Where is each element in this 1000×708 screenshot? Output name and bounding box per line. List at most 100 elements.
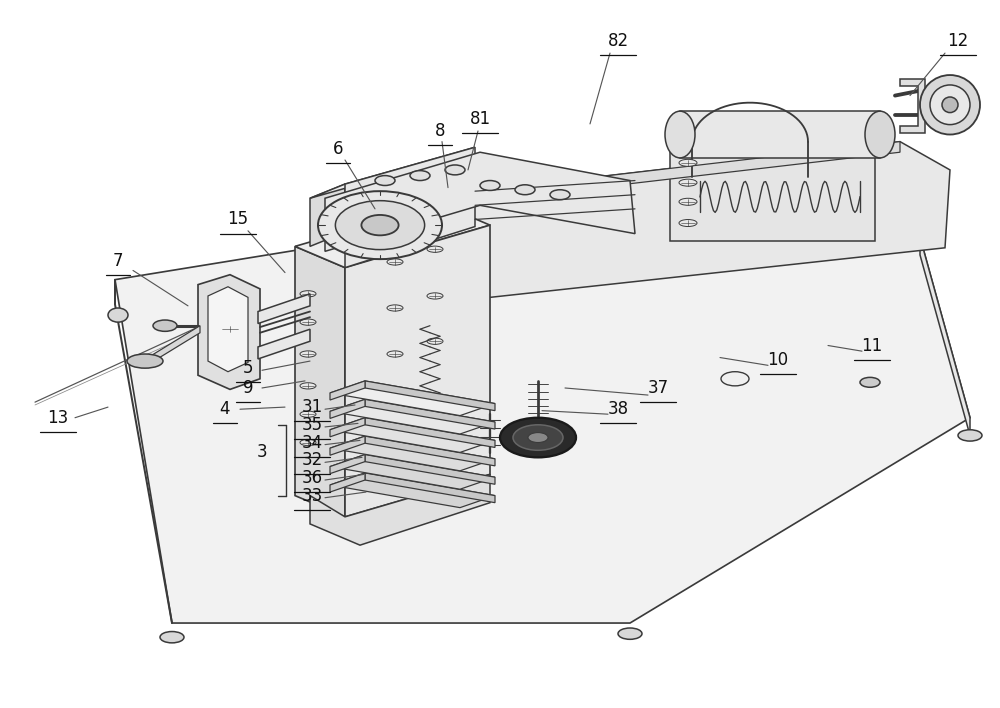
Text: 34: 34 (301, 433, 323, 452)
Ellipse shape (318, 191, 442, 259)
Ellipse shape (515, 185, 535, 195)
Polygon shape (330, 399, 495, 434)
Text: 8: 8 (435, 122, 445, 140)
Ellipse shape (942, 97, 958, 113)
Text: 81: 81 (469, 110, 491, 128)
Polygon shape (310, 184, 345, 246)
Ellipse shape (220, 326, 240, 333)
Ellipse shape (375, 176, 395, 185)
Polygon shape (330, 418, 495, 452)
Ellipse shape (387, 305, 403, 311)
Ellipse shape (387, 259, 403, 265)
Ellipse shape (618, 628, 642, 639)
Polygon shape (325, 152, 635, 251)
Polygon shape (330, 436, 495, 471)
Ellipse shape (427, 293, 443, 299)
Polygon shape (365, 418, 495, 447)
Text: 32: 32 (301, 451, 323, 469)
Ellipse shape (930, 85, 970, 125)
Ellipse shape (865, 111, 895, 158)
Polygon shape (330, 473, 365, 492)
Ellipse shape (665, 111, 695, 158)
Ellipse shape (410, 171, 430, 181)
Polygon shape (475, 142, 900, 202)
Ellipse shape (958, 430, 982, 441)
Ellipse shape (679, 179, 697, 186)
Ellipse shape (300, 319, 316, 325)
Ellipse shape (300, 411, 316, 417)
Text: 11: 11 (861, 336, 883, 355)
Polygon shape (115, 230, 970, 623)
Text: 38: 38 (607, 400, 629, 418)
Ellipse shape (160, 632, 184, 643)
Text: 36: 36 (301, 469, 323, 487)
Ellipse shape (445, 165, 465, 175)
Polygon shape (330, 436, 365, 455)
Polygon shape (258, 294, 310, 324)
Polygon shape (148, 326, 200, 365)
Text: 35: 35 (301, 416, 323, 434)
Text: 13: 13 (47, 409, 69, 427)
Polygon shape (295, 246, 345, 517)
Text: 33: 33 (301, 486, 323, 505)
Ellipse shape (300, 291, 316, 297)
Text: 4: 4 (220, 400, 230, 418)
Ellipse shape (679, 198, 697, 205)
Text: 9: 9 (243, 379, 253, 397)
Polygon shape (345, 147, 475, 268)
Polygon shape (330, 418, 365, 437)
Polygon shape (680, 111, 880, 158)
Ellipse shape (335, 200, 425, 250)
Polygon shape (365, 455, 495, 484)
Text: 82: 82 (607, 32, 629, 50)
Polygon shape (920, 237, 970, 435)
Polygon shape (365, 381, 495, 411)
Polygon shape (330, 381, 495, 416)
Text: 10: 10 (767, 350, 789, 369)
Ellipse shape (387, 351, 403, 357)
Polygon shape (440, 142, 950, 297)
Polygon shape (330, 455, 365, 474)
Ellipse shape (300, 440, 316, 445)
Ellipse shape (427, 338, 443, 344)
Ellipse shape (550, 190, 570, 200)
Polygon shape (310, 147, 475, 198)
Ellipse shape (860, 377, 880, 387)
Ellipse shape (480, 181, 500, 190)
Polygon shape (330, 381, 365, 400)
Ellipse shape (127, 354, 163, 368)
Polygon shape (365, 473, 495, 503)
Polygon shape (208, 287, 248, 372)
Text: 15: 15 (227, 210, 249, 229)
Polygon shape (365, 436, 495, 466)
Ellipse shape (300, 383, 316, 389)
Ellipse shape (528, 433, 548, 442)
Text: 31: 31 (301, 398, 323, 416)
Text: 37: 37 (647, 379, 669, 397)
Text: 3: 3 (257, 442, 267, 461)
Polygon shape (365, 399, 495, 429)
Ellipse shape (108, 308, 128, 322)
Polygon shape (330, 399, 365, 418)
Polygon shape (330, 455, 495, 489)
Ellipse shape (300, 351, 316, 357)
Ellipse shape (427, 246, 443, 252)
Text: 6: 6 (333, 139, 343, 158)
Text: 12: 12 (947, 32, 969, 50)
Polygon shape (330, 473, 495, 508)
Ellipse shape (361, 215, 399, 235)
Polygon shape (900, 79, 925, 133)
Polygon shape (670, 152, 875, 241)
Ellipse shape (679, 219, 697, 227)
Ellipse shape (500, 418, 576, 457)
Ellipse shape (513, 425, 563, 450)
Ellipse shape (153, 320, 177, 331)
Polygon shape (345, 225, 490, 517)
Polygon shape (258, 329, 310, 359)
Text: 5: 5 (243, 359, 253, 377)
Polygon shape (295, 204, 490, 268)
Polygon shape (198, 275, 260, 389)
Text: 7: 7 (113, 251, 123, 270)
Polygon shape (310, 474, 490, 545)
Ellipse shape (679, 159, 697, 166)
